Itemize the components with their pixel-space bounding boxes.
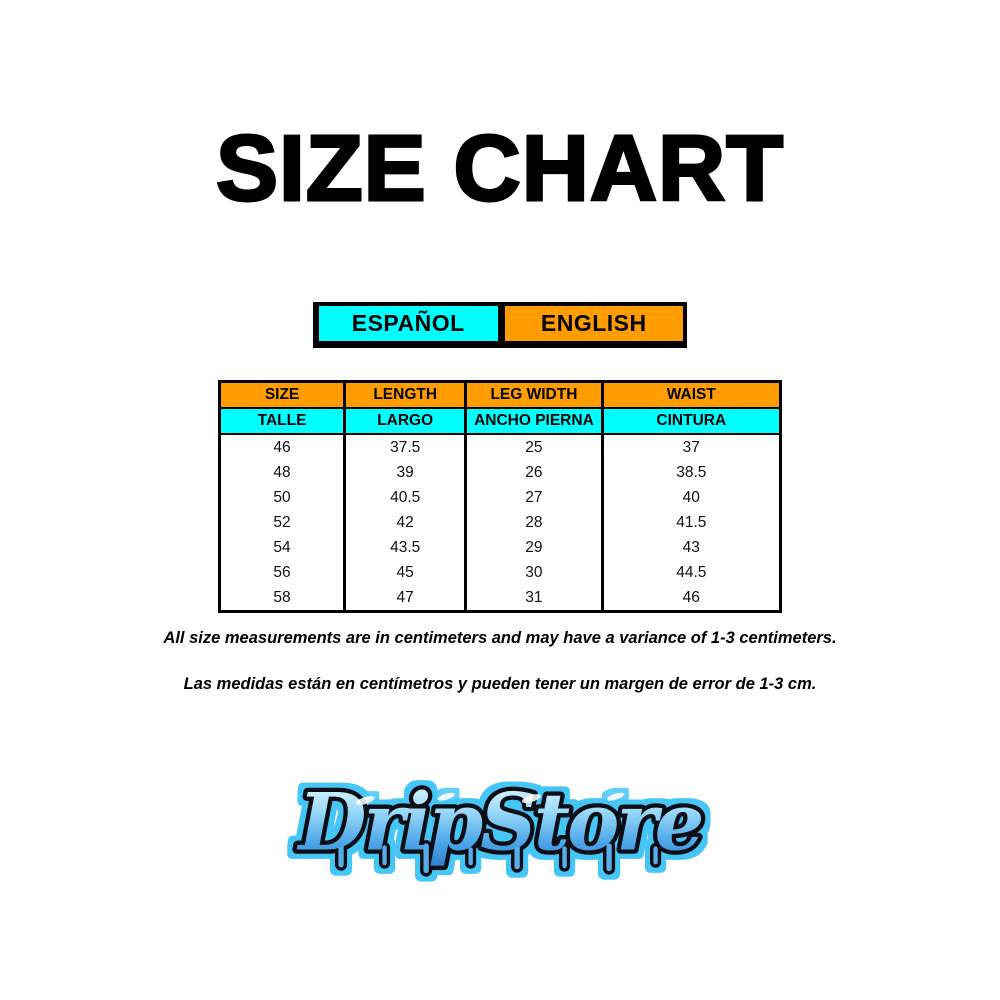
logo-text-outline: DripStore <box>297 778 702 869</box>
header-cintura: CINTURA <box>600 408 783 435</box>
table-row: 58 47 31 46 <box>217 585 783 612</box>
dripstore-logo: DripStore DripStore <box>275 752 725 902</box>
page-title: SIZE CHART <box>215 116 785 220</box>
note-english: All size measurements are in centimeters… <box>163 629 837 647</box>
header-ancho-pierna: ANCHO PIERNA <box>464 408 604 435</box>
logo-highlights <box>355 792 624 806</box>
size-cell: 40 <box>600 485 783 510</box>
table-row: 46 37.5 25 37 <box>217 434 783 460</box>
size-cell: 37 <box>600 434 783 460</box>
language-tabs: ESPAÑOL ENGLISH <box>313 302 687 348</box>
size-cell: 27 <box>464 485 604 510</box>
size-cell: 43 <box>600 535 783 560</box>
header-row-english: SIZE LENGTH LEG WIDTH WAIST <box>217 381 783 409</box>
dripstore-logo-graphic: DripStore DripStore <box>292 773 709 877</box>
table-row: 52 42 28 41.5 <box>217 510 783 535</box>
size-cell: 56 <box>217 560 347 585</box>
size-chart-page: SIZE CHART ESPAÑOL ENGLISH SIZE LENGTH L… <box>0 116 1000 1000</box>
note-spanish: Las medidas están en centímetros y puede… <box>183 675 817 693</box>
size-cell: 42 <box>343 510 468 535</box>
header-row-spanish: TALLE LARGO ANCHO PIERNA CINTURA <box>217 408 783 435</box>
tab-espanol[interactable]: ESPAÑOL <box>319 306 498 341</box>
tab-english[interactable]: ENGLISH <box>504 306 683 341</box>
size-cell: 44.5 <box>600 560 783 585</box>
logo-text: DripStore <box>297 778 702 869</box>
size-cell: 47 <box>343 585 468 612</box>
table-row: 54 43.5 29 43 <box>217 535 783 560</box>
size-cell: 41.5 <box>600 510 783 535</box>
size-table-body: 46 37.5 25 37 48 39 26 38.5 50 40.5 27 40 52 42 28 41.5… <box>217 434 783 612</box>
table-row: 56 45 30 44.5 <box>217 560 783 585</box>
size-cell: 28 <box>464 510 604 535</box>
size-cell: 25 <box>464 434 604 460</box>
table-row: 50 40.5 27 40 <box>217 485 783 510</box>
logo-drips <box>334 838 662 877</box>
size-cell: 54 <box>217 535 347 560</box>
size-cell: 38.5 <box>600 460 783 485</box>
size-cell: 48 <box>217 460 347 485</box>
size-cell: 39 <box>343 460 468 485</box>
header-length: LENGTH <box>343 381 468 409</box>
size-cell: 46 <box>600 585 783 612</box>
size-cell: 40.5 <box>343 485 468 510</box>
size-cell: 29 <box>464 535 604 560</box>
size-cell: 31 <box>464 585 604 612</box>
size-cell: 58 <box>217 585 347 612</box>
size-cell: 46 <box>217 434 347 460</box>
header-size: SIZE <box>217 381 347 409</box>
header-waist: WAIST <box>600 381 783 409</box>
size-table: SIZE LENGTH LEG WIDTH WAIST TALLE LARGO … <box>217 380 783 613</box>
size-cell: 37.5 <box>343 434 468 460</box>
size-cell: 50 <box>217 485 347 510</box>
size-cell: 43.5 <box>343 535 468 560</box>
header-leg-width: LEG WIDTH <box>464 381 604 409</box>
table-row: 48 39 26 38.5 <box>217 460 783 485</box>
header-talle: TALLE <box>217 408 347 435</box>
size-cell: 26 <box>464 460 604 485</box>
size-cell: 45 <box>343 560 468 585</box>
header-largo: LARGO <box>343 408 468 435</box>
size-cell: 52 <box>217 510 347 535</box>
size-cell: 30 <box>464 560 604 585</box>
